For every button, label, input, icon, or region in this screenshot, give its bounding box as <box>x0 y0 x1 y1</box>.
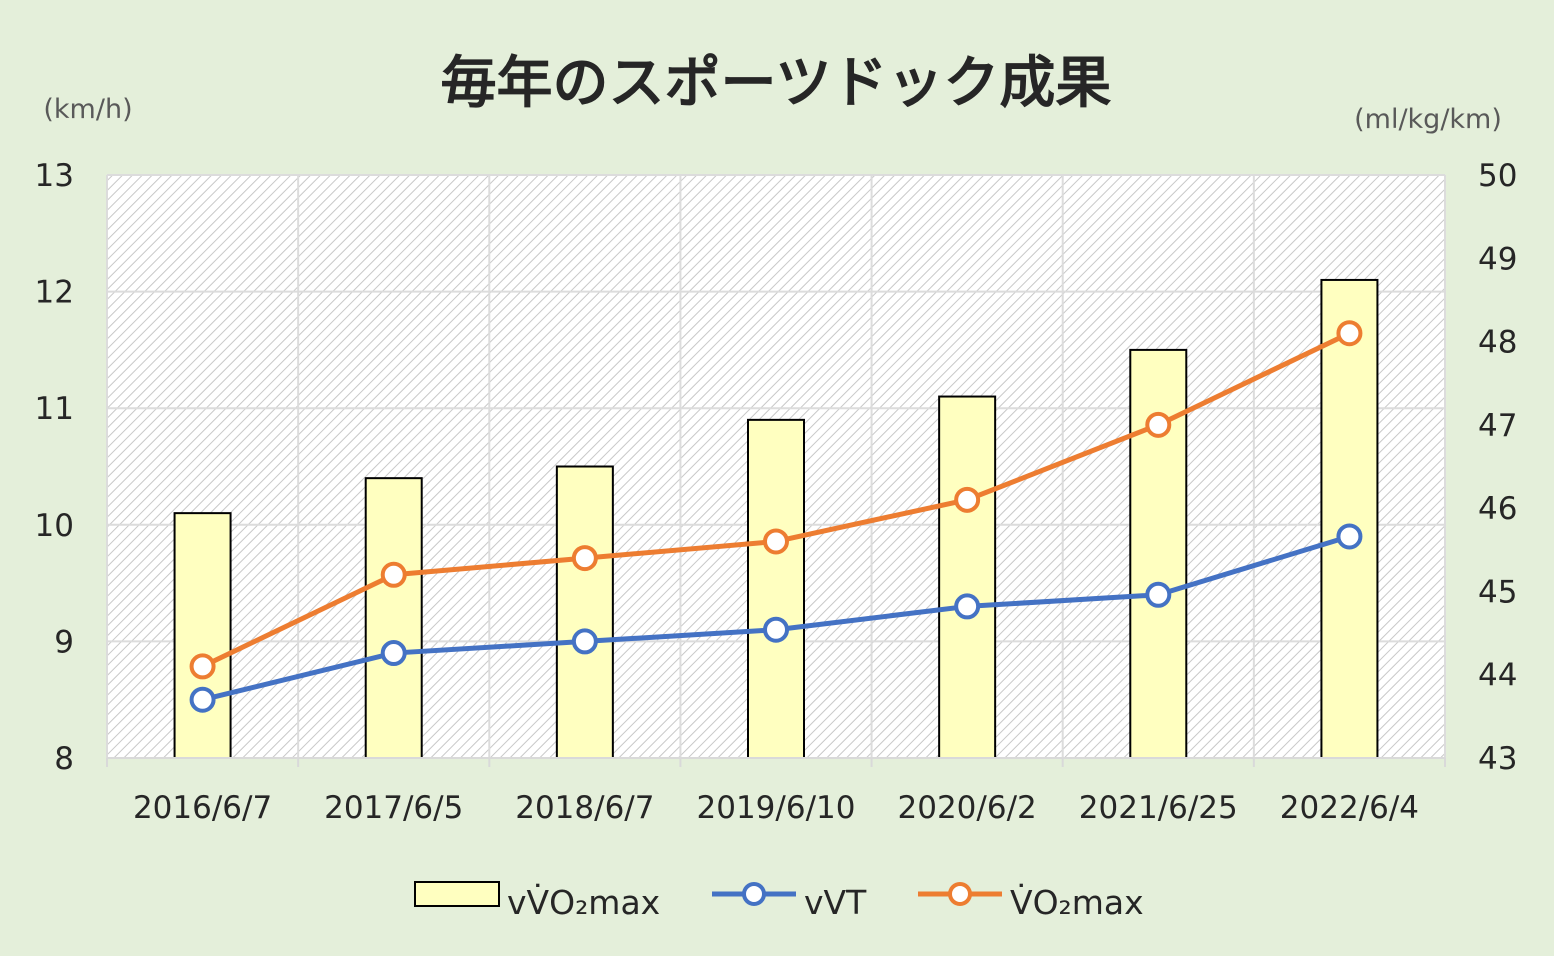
right-tick-label: 48 <box>1478 325 1517 361</box>
x-tick-label: 2021/6/25 <box>1079 790 1238 826</box>
point-vvt <box>1336 523 1363 550</box>
bar-vvo2max <box>173 512 232 760</box>
right-tick-label: 47 <box>1478 408 1517 444</box>
bar-vvo2max <box>555 465 614 759</box>
x-tick-label: 2020/6/2 <box>898 790 1037 826</box>
right-tick-label: 45 <box>1478 574 1517 610</box>
x-tick-label: 2018/6/7 <box>515 790 654 826</box>
legend-label-vvo2max: vV̇O₂max <box>507 883 660 922</box>
legend-swatch-vvo2max <box>414 881 500 907</box>
right-axis-unit: (ml/kg/km) <box>1354 104 1502 135</box>
left-tick-label: 10 <box>35 508 74 544</box>
legend: vV̇O₂max vVT V̇O₂max <box>414 881 1144 922</box>
x-tick-label: 2022/6/4 <box>1280 790 1419 826</box>
legend-label-vvt: vVT <box>804 883 867 922</box>
point-vvt <box>954 593 981 620</box>
point-vo2max <box>1336 320 1363 347</box>
chart-title: 毎年のスポーツドック成果 <box>441 51 1112 116</box>
right-tick-label: 50 <box>1478 158 1517 194</box>
point-vvt <box>763 616 789 643</box>
point-vo2max <box>189 653 216 680</box>
x-tick-label: 2017/6/5 <box>324 790 463 826</box>
point-vvt <box>1145 581 1172 608</box>
bar-vvo2max <box>938 395 997 759</box>
left-tick-label: 12 <box>35 275 74 311</box>
x-tick-label: 2016/6/7 <box>133 790 272 826</box>
legend-marker-vvt <box>742 882 766 906</box>
left-tick-label: 8 <box>54 741 74 777</box>
legend-label-vo2max: V̇O₂max <box>1010 883 1144 922</box>
point-vvt <box>380 640 407 667</box>
bar-vvo2max <box>1320 278 1379 759</box>
point-vo2max <box>380 561 407 588</box>
right-tick-label: 44 <box>1478 658 1517 694</box>
left-tick-label: 11 <box>35 391 74 427</box>
left-tick-label: 13 <box>35 158 74 194</box>
point-vo2max <box>1145 411 1172 438</box>
point-vvt <box>189 686 216 713</box>
left-tick-label: 9 <box>54 624 74 660</box>
point-vo2max <box>571 545 598 572</box>
right-tick-label: 46 <box>1478 491 1517 527</box>
bar-vvo2max <box>364 477 423 759</box>
x-tick-label: 2019/6/10 <box>697 790 856 826</box>
left-axis-unit: (km/h) <box>43 94 132 125</box>
right-tick-label: 43 <box>1478 741 1517 777</box>
bar-vvo2max <box>747 418 805 759</box>
point-vo2max <box>763 528 789 555</box>
point-vvt <box>571 628 598 655</box>
right-tick-label: 49 <box>1478 241 1517 277</box>
point-vo2max <box>954 486 981 513</box>
bar-vvo2max <box>1129 348 1188 759</box>
legend-marker-vo2max <box>948 882 972 906</box>
